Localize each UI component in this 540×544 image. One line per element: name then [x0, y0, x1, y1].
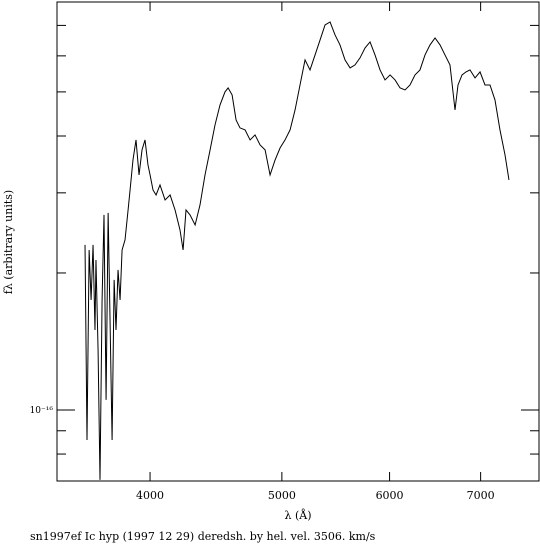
y-axis-label: fλ (arbitrary units)	[2, 190, 15, 294]
x-tick-label: 4000	[136, 489, 164, 502]
plot-frame	[56, 1, 540, 482]
spectrum-line	[84, 21, 510, 480]
x-tick-label: 5000	[268, 489, 296, 502]
caption: sn1997ef Ic hyp (1997 12 29) deredsh. by…	[30, 530, 376, 543]
x-tick-label: 7000	[467, 489, 495, 502]
y-tick-label: 10⁻¹⁶	[30, 406, 54, 416]
plot-area	[84, 21, 510, 480]
x-axis-label: λ (Å)	[285, 508, 312, 522]
x-tick-label: 6000	[376, 489, 404, 502]
